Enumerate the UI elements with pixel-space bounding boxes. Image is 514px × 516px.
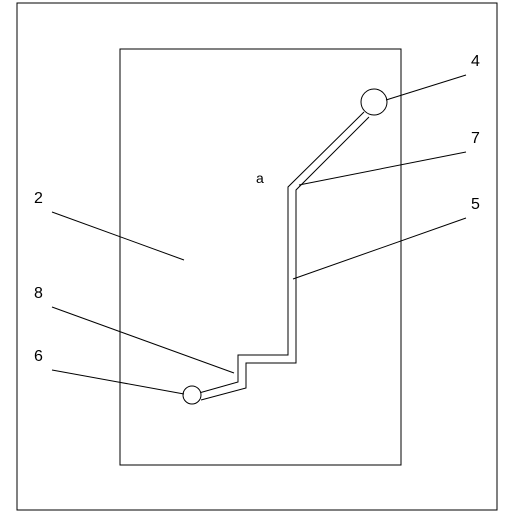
callout-5: 5 [471, 196, 480, 214]
callout-8: 8 [34, 285, 43, 303]
callout-7: 7 [471, 130, 480, 148]
diagram-canvas: a [0, 0, 514, 516]
callout-2: 2 [34, 190, 43, 208]
center-label: a [256, 170, 264, 186]
callout-6: 6 [34, 348, 43, 366]
callout-4: 4 [471, 53, 480, 71]
